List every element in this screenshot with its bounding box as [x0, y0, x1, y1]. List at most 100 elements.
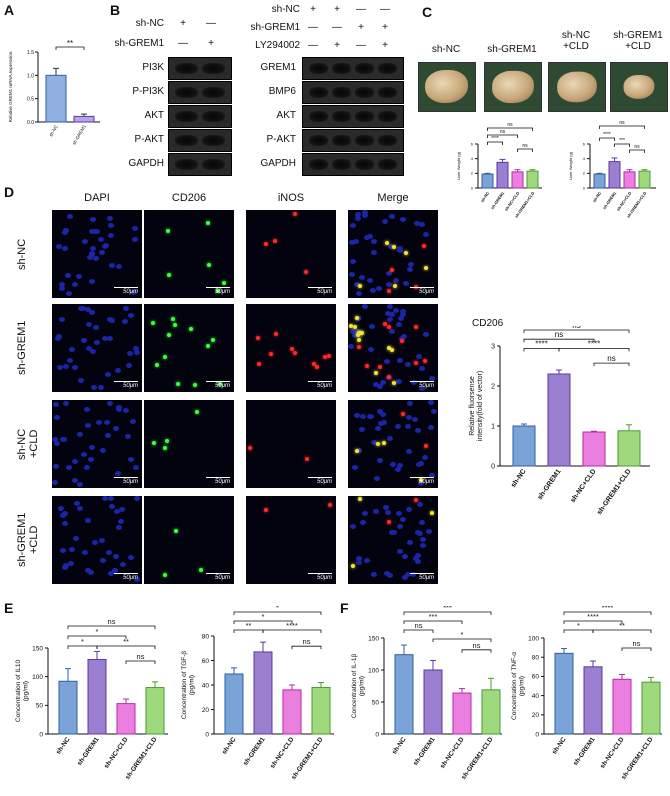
nucleus: [94, 340, 101, 346]
blot-sign: +: [334, 4, 340, 15]
bar: [224, 673, 244, 735]
nucleus: [407, 401, 414, 407]
nucleus: [400, 516, 407, 522]
y-axis-label: Relative fluorsense: [469, 376, 476, 436]
x-tick-label: sh-NC+CLD: [439, 736, 466, 770]
signal-spot: [292, 350, 297, 355]
nucleus: [355, 448, 362, 454]
nucleus: [385, 311, 392, 317]
nucleus: [59, 436, 66, 442]
y-axis-label: Concentration of IL-1β: [351, 654, 358, 719]
nucleus: [108, 222, 115, 228]
x-tick-label: sh-GREM1+CLD: [290, 736, 325, 781]
nucleus: [427, 400, 434, 406]
significance-bracket: [291, 645, 322, 650]
significance-bracket: [523, 338, 595, 343]
blot-band: [378, 87, 397, 98]
scale-label: 50μm: [419, 289, 434, 295]
signal-spot: [290, 347, 295, 352]
nucleus: [72, 282, 79, 288]
scale-bar: [410, 477, 434, 478]
signal-spot: [193, 383, 198, 388]
blot-strip: [168, 57, 232, 80]
nucleus: [405, 414, 412, 420]
nucleus: [354, 215, 361, 221]
x-tick-label: sh-GREM1: [412, 736, 437, 767]
x-tick-label: sh-GREM1: [71, 124, 87, 146]
blot-sign: +: [382, 40, 388, 51]
significance-label: **: [123, 637, 129, 646]
significance-label: ****: [602, 606, 614, 612]
significance-label: ns: [522, 143, 528, 149]
nucleus: [379, 379, 386, 385]
blot-strip: [302, 153, 404, 176]
bar: [547, 373, 571, 467]
nucleus: [88, 278, 95, 284]
nucleus: [58, 285, 65, 291]
nucleus: [358, 426, 365, 432]
significance-bracket: [599, 125, 645, 129]
significance-label: ns: [108, 617, 116, 626]
nucleus: [377, 457, 383, 463]
nucleus: [85, 423, 92, 429]
nucleus: [351, 464, 358, 470]
nucleus: [422, 454, 429, 460]
blot-sign: —: [206, 18, 216, 29]
blot-band: [202, 111, 225, 122]
nucleus: [59, 317, 66, 323]
nucleus: [407, 539, 414, 545]
blot-row-label: GAPDH: [260, 158, 296, 169]
y-tick-label: 100: [32, 674, 43, 681]
y-tick-label: 2: [583, 171, 586, 176]
blot-band: [332, 111, 351, 122]
scale-label: 50μm: [123, 383, 138, 389]
significance-label: *: [96, 627, 99, 636]
y-tick-label: 20: [532, 712, 540, 719]
signal-spot: [176, 381, 181, 386]
scale-bar: [308, 573, 332, 574]
nucleus: [355, 291, 362, 297]
nucleus: [99, 249, 106, 255]
scale-label: 50μm: [317, 289, 332, 295]
nucleus: [386, 316, 393, 322]
nucleus: [100, 557, 107, 563]
blot-band: [309, 135, 328, 146]
signal-spot: [216, 289, 221, 294]
blot-band: [378, 135, 397, 146]
blot-row-label: AKT: [144, 110, 164, 121]
panel-label-d: D: [4, 184, 15, 200]
nucleus: [396, 548, 403, 554]
significance-label: ns: [633, 639, 641, 648]
y-tick-label: 100: [528, 635, 539, 642]
blot-sign: —: [356, 40, 366, 51]
nucleus: [85, 518, 92, 524]
nucleus: [72, 477, 79, 483]
nucleus: [69, 546, 76, 552]
panel-label-a: A: [4, 2, 15, 18]
column-header: iNOS: [277, 192, 305, 204]
liver-photo-label: sh-NC +CLD: [561, 30, 591, 52]
nucleus: [67, 357, 74, 363]
bar: [612, 678, 632, 735]
blot-band: [355, 135, 374, 146]
row-header: sh-NC: [16, 238, 28, 270]
nucleus: [132, 346, 139, 352]
signal-spot: [303, 270, 308, 275]
blot-sign: +: [180, 18, 186, 29]
scale-label: 50μm: [215, 383, 230, 389]
signal-spot: [163, 355, 168, 360]
scale-bar: [206, 381, 230, 382]
bar: [481, 173, 494, 189]
nucleus: [428, 375, 435, 381]
nucleus: [384, 358, 391, 364]
nucleus: [379, 412, 386, 418]
nucleus: [408, 262, 415, 268]
signal-spot: [315, 364, 320, 369]
nucleus: [412, 556, 419, 562]
blot-row-label: P-AKT: [266, 134, 296, 145]
nucleus: [63, 228, 70, 234]
blot-sign: +: [310, 4, 316, 15]
scale-label: 50μm: [317, 479, 332, 485]
blot-sign: +: [334, 40, 340, 51]
blot-b-right-cond-0: sh-NC: [271, 4, 300, 15]
